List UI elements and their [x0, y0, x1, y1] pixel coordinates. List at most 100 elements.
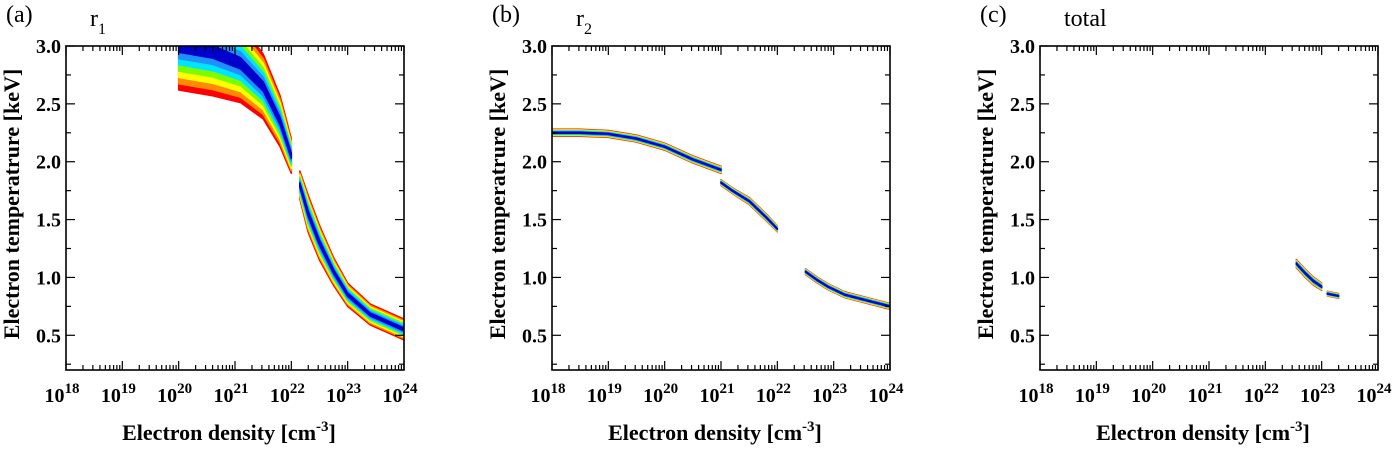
x-tick-base: 10 [643, 385, 663, 407]
y-tick-label: 1.5 [522, 210, 547, 232]
panel-2: 1018 1019 1020 1021 1022 1023 10240.51.01.52.0… [485, 2, 904, 445]
x-tick-exponent: 24 [889, 381, 905, 397]
x-axis-title: Electron density [cm-3] [608, 419, 822, 445]
x-tick-exponent: 19 [607, 381, 622, 397]
contour-band-3 [804, 268, 890, 311]
x-tick-label: 1019 [587, 381, 622, 407]
contour-band-1 [1295, 258, 1323, 291]
y-tick-label: 2.0 [1010, 152, 1035, 174]
x-tick-base: 10 [812, 385, 832, 407]
x-tick-exponent: 22 [776, 381, 791, 397]
panel-name: total [1064, 6, 1107, 32]
contour-bands [177, 46, 404, 341]
contour-level-6 [299, 172, 404, 340]
x-tick-base: 10 [214, 385, 234, 407]
y-tick-label: 0.5 [1010, 325, 1035, 347]
y-tick-label: 2.5 [36, 94, 61, 116]
x-tick-label: 1019 [101, 381, 136, 407]
y-tick-label: 2.5 [522, 94, 547, 116]
x-tick-label: 1021 [1188, 381, 1223, 407]
y-tick-label: 1.0 [36, 267, 61, 289]
contour-bands [552, 128, 890, 311]
x-tick-base: 10 [1300, 385, 1320, 407]
contour-level-1 [1295, 262, 1323, 288]
x-tick-exponent: 24 [403, 381, 419, 397]
contour-level-2 [299, 180, 404, 334]
panel-name-base: total [1064, 6, 1107, 32]
contour-level-1 [804, 270, 890, 308]
panel-name-subscript: 2 [584, 21, 592, 38]
contour-band-2 [299, 170, 404, 341]
x-tick-exponent: 20 [177, 381, 192, 397]
panel-name: r2 [576, 6, 592, 38]
x-tick-exponent: 18 [65, 381, 80, 397]
x-tick-exponent: 20 [663, 381, 678, 397]
panel-3: 1018 1019 1020 1021 1022 1023 10240.51.01.52.0… [973, 2, 1392, 445]
x-axis-title-text: Electron density [cm [122, 420, 316, 445]
x-tick-base: 10 [326, 385, 346, 407]
x-tick-exponent: 19 [121, 381, 136, 397]
x-axis-title-end: ] [815, 420, 822, 445]
y-tick-label: 1.5 [36, 210, 61, 232]
panel-label: (a) [6, 2, 33, 28]
x-tick-label: 1023 [326, 381, 361, 407]
x-tick-exponent: 18 [551, 381, 566, 397]
y-tick-label: 0.5 [36, 325, 61, 347]
contour-band-1 [552, 128, 722, 175]
x-tick-label: 1018 [531, 381, 566, 407]
x-tick-label: 1018 [45, 381, 80, 407]
x-tick-exponent: 24 [1377, 381, 1393, 397]
contour-level-2 [804, 270, 890, 308]
panel-name: r1 [90, 6, 106, 38]
x-tick-base: 10 [101, 385, 121, 407]
y-tick-label: 3.0 [1010, 36, 1035, 58]
x-tick-exponent: 21 [720, 381, 735, 397]
x-tick-exponent: 23 [346, 381, 361, 397]
x-tick-base: 10 [1019, 385, 1039, 407]
contour-band-2 [1326, 290, 1340, 300]
x-tick-base: 10 [270, 385, 290, 407]
x-tick-label: 1022 [270, 381, 305, 407]
panel-name-subscript: 1 [98, 21, 106, 38]
contour-level-3 [299, 178, 404, 335]
x-tick-label: 1020 [1131, 381, 1166, 407]
y-tick-label: 1.0 [1010, 267, 1035, 289]
contour-level-1 [177, 46, 293, 160]
panel-name-base: r [90, 6, 98, 32]
contour-level-1 [552, 131, 722, 172]
contour-band-2 [720, 178, 779, 233]
y-tick-label: 3.0 [522, 36, 547, 58]
x-tick-label: 1024 [383, 381, 419, 407]
x-tick-label: 1023 [1300, 381, 1335, 407]
x-axis-title: Electron density [cm-3] [1096, 419, 1310, 445]
x-axis-title: Electron density [cm-3] [122, 419, 336, 445]
contour-level-1 [299, 182, 404, 332]
x-tick-exponent: 18 [1039, 381, 1054, 397]
x-axis-title-superscript: -3 [1290, 419, 1303, 435]
x-tick-base: 10 [1357, 385, 1377, 407]
contour-band-1 [177, 46, 293, 175]
x-tick-base: 10 [1244, 385, 1264, 407]
y-axis-title: Electron temperatrure [keV] [485, 69, 510, 339]
panel-name-base: r [576, 6, 584, 32]
x-tick-base: 10 [1075, 385, 1095, 407]
x-tick-label: 1022 [1244, 381, 1279, 407]
plot-frame [1039, 45, 1379, 371]
y-tick-label: 2.5 [1010, 94, 1035, 116]
panel-label: (c) [980, 2, 1007, 28]
y-tick-label: 1.0 [522, 267, 547, 289]
y-axis-title: Electron temperatrure [keV] [973, 69, 998, 339]
x-axis-title-text: Electron density [cm [608, 420, 802, 445]
contour-level-1 [1326, 292, 1340, 298]
x-tick-base: 10 [869, 385, 889, 407]
x-axis-title-text: Electron density [cm [1096, 420, 1290, 445]
x-tick-base: 10 [157, 385, 177, 407]
y-axis-title: Electron temperatrure [keV] [0, 69, 24, 339]
x-tick-exponent: 21 [234, 381, 249, 397]
x-tick-base: 10 [531, 385, 551, 407]
x-tick-base: 10 [1188, 385, 1208, 407]
x-tick-label: 1018 [1019, 381, 1054, 407]
panel-label: (b) [492, 2, 520, 28]
x-tick-exponent: 21 [1208, 381, 1223, 397]
